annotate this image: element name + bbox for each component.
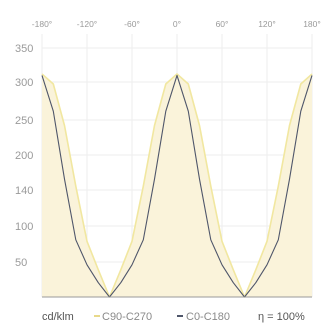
y-tick-label: 250 (15, 115, 33, 127)
legend-c0-c180: C0-C180 (186, 311, 230, 323)
unit-label: cd/klm (42, 311, 74, 323)
x-tick-label: 0° (173, 19, 181, 29)
x-axis-ticks: -180° -120° -60° 0° 60° 120° 180° (32, 19, 321, 29)
efficiency-label: η = 100% (258, 311, 305, 323)
y-tick-label: 300 (15, 77, 33, 89)
x-tick-label: 180° (303, 19, 321, 29)
x-tick-label: -60° (124, 19, 140, 29)
chart-legend: cd/klm C90-C270 C0-C180 η = 100% (42, 311, 305, 323)
x-tick-label: 60° (216, 19, 229, 29)
y-tick-label: 100 (15, 221, 33, 233)
chart-series (41, 73, 313, 298)
y-tick-label: 350 (15, 43, 33, 55)
series-line-1 (41, 74, 313, 298)
series-area-0 (42, 74, 312, 297)
y-axis-ticks: 350 300 250 200 140 100 50 (15, 43, 33, 269)
y-tick-label: 50 (15, 257, 27, 269)
y-tick-label: 140 (15, 185, 33, 197)
series-line-0 (41, 73, 313, 298)
x-tick-label: -120° (77, 19, 97, 29)
y-tick-label: 200 (15, 150, 33, 162)
x-tick-label: -180° (32, 19, 52, 29)
legend-c90-c270: C90-C270 (102, 311, 152, 323)
x-tick-label: 120° (258, 19, 276, 29)
